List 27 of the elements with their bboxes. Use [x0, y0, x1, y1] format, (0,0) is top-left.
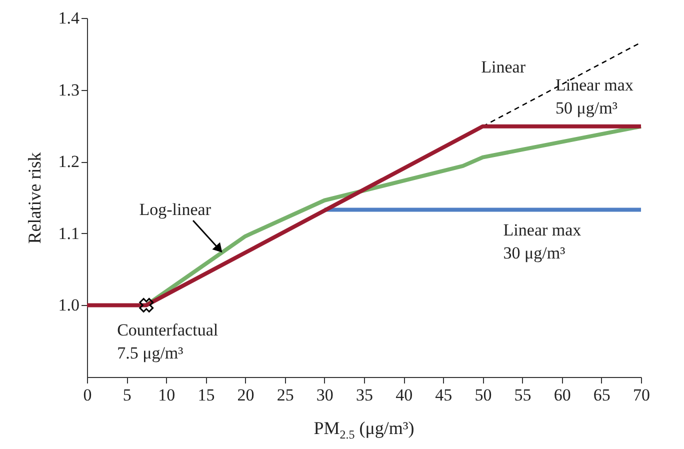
x-tick-label: 30	[316, 386, 334, 404]
x-tick-label: 35	[356, 386, 373, 404]
y-tick-label: 1.1	[58, 224, 80, 243]
x-tick-label: 10	[158, 386, 176, 404]
x-tick-label: 65	[593, 386, 610, 404]
x-tick-label: 15	[198, 386, 215, 404]
annotation: Linear max 50 μg/m³	[556, 76, 634, 118]
x-tick-label: 40	[396, 386, 413, 404]
x-tick-label: 0	[83, 386, 92, 404]
y-tick-label: 1.4	[58, 8, 80, 28]
x-tick-label: 50	[474, 386, 492, 404]
y-tick-label: 1.0	[58, 296, 80, 315]
x-tick-label: 20	[237, 386, 254, 404]
annotation: Linear	[481, 58, 526, 77]
y-tick-label: 1.2	[58, 152, 80, 172]
annotation: Counterfactual 7.5 μg/m³	[117, 320, 218, 362]
y-axis-title: Relative risk	[24, 152, 44, 244]
x-tick-label: 60	[554, 386, 571, 404]
annotation: Linear max 30 μg/m³	[503, 220, 582, 263]
x-axis-title: PM$_{2.5}$ (μg/m³)	[312, 418, 416, 443]
y-tick-label: 1.3	[58, 80, 80, 100]
x-tick-label: 5	[122, 386, 132, 404]
x-tick-label: 70	[633, 386, 650, 404]
x-tick-label: 55	[514, 386, 532, 404]
annotation: Log-linear	[139, 200, 212, 219]
x-tick-label: 45	[435, 386, 452, 404]
x-tick-label: 25	[276, 386, 294, 404]
